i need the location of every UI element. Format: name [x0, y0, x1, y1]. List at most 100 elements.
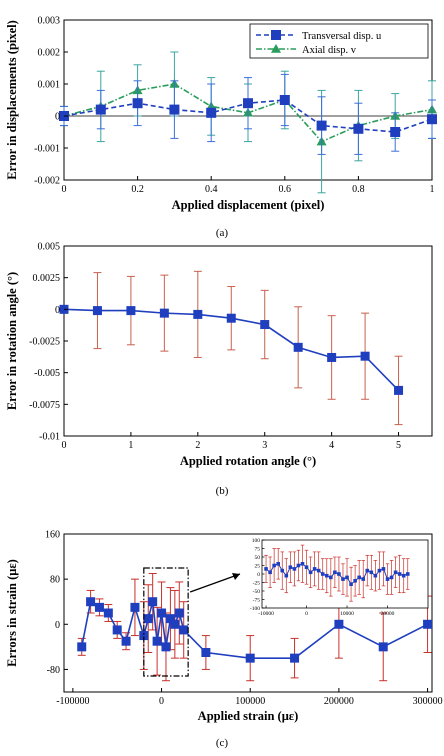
data-point	[260, 320, 270, 330]
x-tick-label: 200000	[324, 696, 354, 707]
x-axis-label: Applied rotation angle (°)	[180, 454, 316, 468]
inset-data-point	[385, 577, 390, 581]
data-point	[170, 619, 180, 629]
inset-data-point	[284, 573, 289, 578]
inset-data-point	[324, 573, 329, 578]
data-point	[103, 608, 113, 618]
x-tick-label: 300000	[413, 696, 443, 707]
x-tick-label: 5	[396, 440, 401, 451]
panel-label-c: (c)	[216, 737, 229, 749]
inset-data-point	[365, 568, 370, 573]
inset-data-point	[312, 567, 317, 571]
inset-data-point	[381, 567, 386, 571]
inset-x-tick-label: 10000	[340, 611, 354, 617]
data-point	[143, 614, 153, 624]
zoom-arrow	[189, 573, 241, 593]
data-point	[327, 352, 337, 362]
inset-data-point	[369, 570, 374, 575]
data-point	[157, 608, 167, 618]
inset-data-point	[308, 570, 313, 575]
y-tick-label: 0.001	[38, 80, 61, 91]
x-tick-label: 2	[195, 440, 200, 451]
x-tick-label: 4	[329, 440, 334, 451]
data-point	[423, 619, 433, 629]
inset-data-point	[405, 572, 410, 576]
plot-frame-b	[63, 245, 433, 437]
x-tick-label: 3	[262, 440, 267, 451]
inset-y-tick-label: -25	[253, 581, 261, 587]
data-point	[169, 104, 180, 115]
x-tick-label: 1	[128, 440, 133, 451]
legend-label: Transversal disp. u	[302, 31, 382, 42]
data-point	[95, 104, 106, 115]
highlight-region-box	[143, 567, 189, 677]
y-tick-label: -0.01	[39, 432, 60, 443]
inset-data-point	[337, 572, 341, 576]
x-axis-label: Applied strain (με)	[198, 709, 299, 723]
data-point	[94, 602, 104, 612]
inset-y-tick-label: 75	[255, 547, 261, 553]
zoom-arrow-head	[232, 573, 240, 580]
chart-b: 0 1 2 3 4 5 -0.01 -0.0075 -0.005 -0.0025 0 0.0025 0.…	[5, 242, 433, 497]
inset-data-point	[292, 567, 297, 571]
inset-x-tick-label: -10000	[258, 611, 274, 617]
panel-label-a: (a)	[216, 227, 229, 239]
data-point	[174, 608, 184, 618]
inset-data-point	[361, 577, 366, 581]
data-point	[126, 306, 136, 316]
data-point	[290, 653, 300, 663]
x-tick-label: 0.2	[131, 184, 144, 195]
data-point	[179, 625, 189, 635]
inset-data-point	[280, 568, 285, 573]
inset-y-tick-label: 50	[255, 555, 261, 561]
x-tick-label: 0.6	[279, 184, 292, 195]
data-point	[161, 642, 171, 652]
inset-y-tick-label: 0	[257, 572, 260, 578]
y-tick-label: -0.002	[34, 176, 60, 187]
data-point	[226, 313, 236, 323]
x-tick-label: 0.4	[205, 184, 218, 195]
y-tick-label: 160	[45, 530, 60, 541]
data-point	[378, 642, 388, 652]
inset-data-point	[357, 575, 361, 580]
inset-data-point	[341, 577, 345, 581]
inset-data-point	[329, 575, 333, 580]
y-tick-label: 0	[55, 112, 60, 123]
plot-frame-c	[63, 533, 433, 693]
legend-marker	[271, 30, 281, 40]
inset-data-point	[320, 572, 325, 576]
x-tick-label: -100000	[56, 696, 89, 707]
inset-y-tick-label: 100	[252, 538, 261, 544]
inset-data-point	[353, 579, 357, 583]
panel-label-b: (b)	[216, 485, 229, 497]
data-point	[86, 597, 96, 607]
inset-data-point	[288, 565, 293, 569]
data-point	[353, 123, 364, 134]
inset-data-point	[316, 568, 321, 573]
data-point	[165, 614, 175, 624]
inset-data-point	[300, 562, 305, 566]
data-point	[245, 653, 255, 663]
y-tick-label: 0	[55, 620, 60, 631]
y-axis-label: Error in displacements (pixel)	[5, 20, 19, 180]
data-point	[112, 625, 122, 635]
inset-data-point	[272, 563, 276, 568]
inset-x-tick-label: 0	[305, 611, 308, 617]
y-tick-label: 0.003	[38, 16, 61, 27]
y-tick-label: -0.005	[34, 368, 60, 379]
inset-data-point	[333, 570, 337, 575]
x-tick-label: 0.8	[352, 184, 365, 195]
inset-data-point	[264, 567, 268, 571]
data-point	[159, 308, 169, 318]
x-tick-label: 0	[159, 696, 164, 707]
data-point	[316, 120, 327, 131]
inset-x-tick-label: 20000	[381, 611, 395, 617]
x-tick-label: 0	[62, 440, 67, 451]
data-point	[279, 95, 290, 105]
legend-label: Axial disp. v	[302, 45, 357, 56]
data-point	[92, 306, 102, 316]
inset-y-tick-label: -75	[253, 598, 261, 604]
data-point	[121, 636, 131, 646]
